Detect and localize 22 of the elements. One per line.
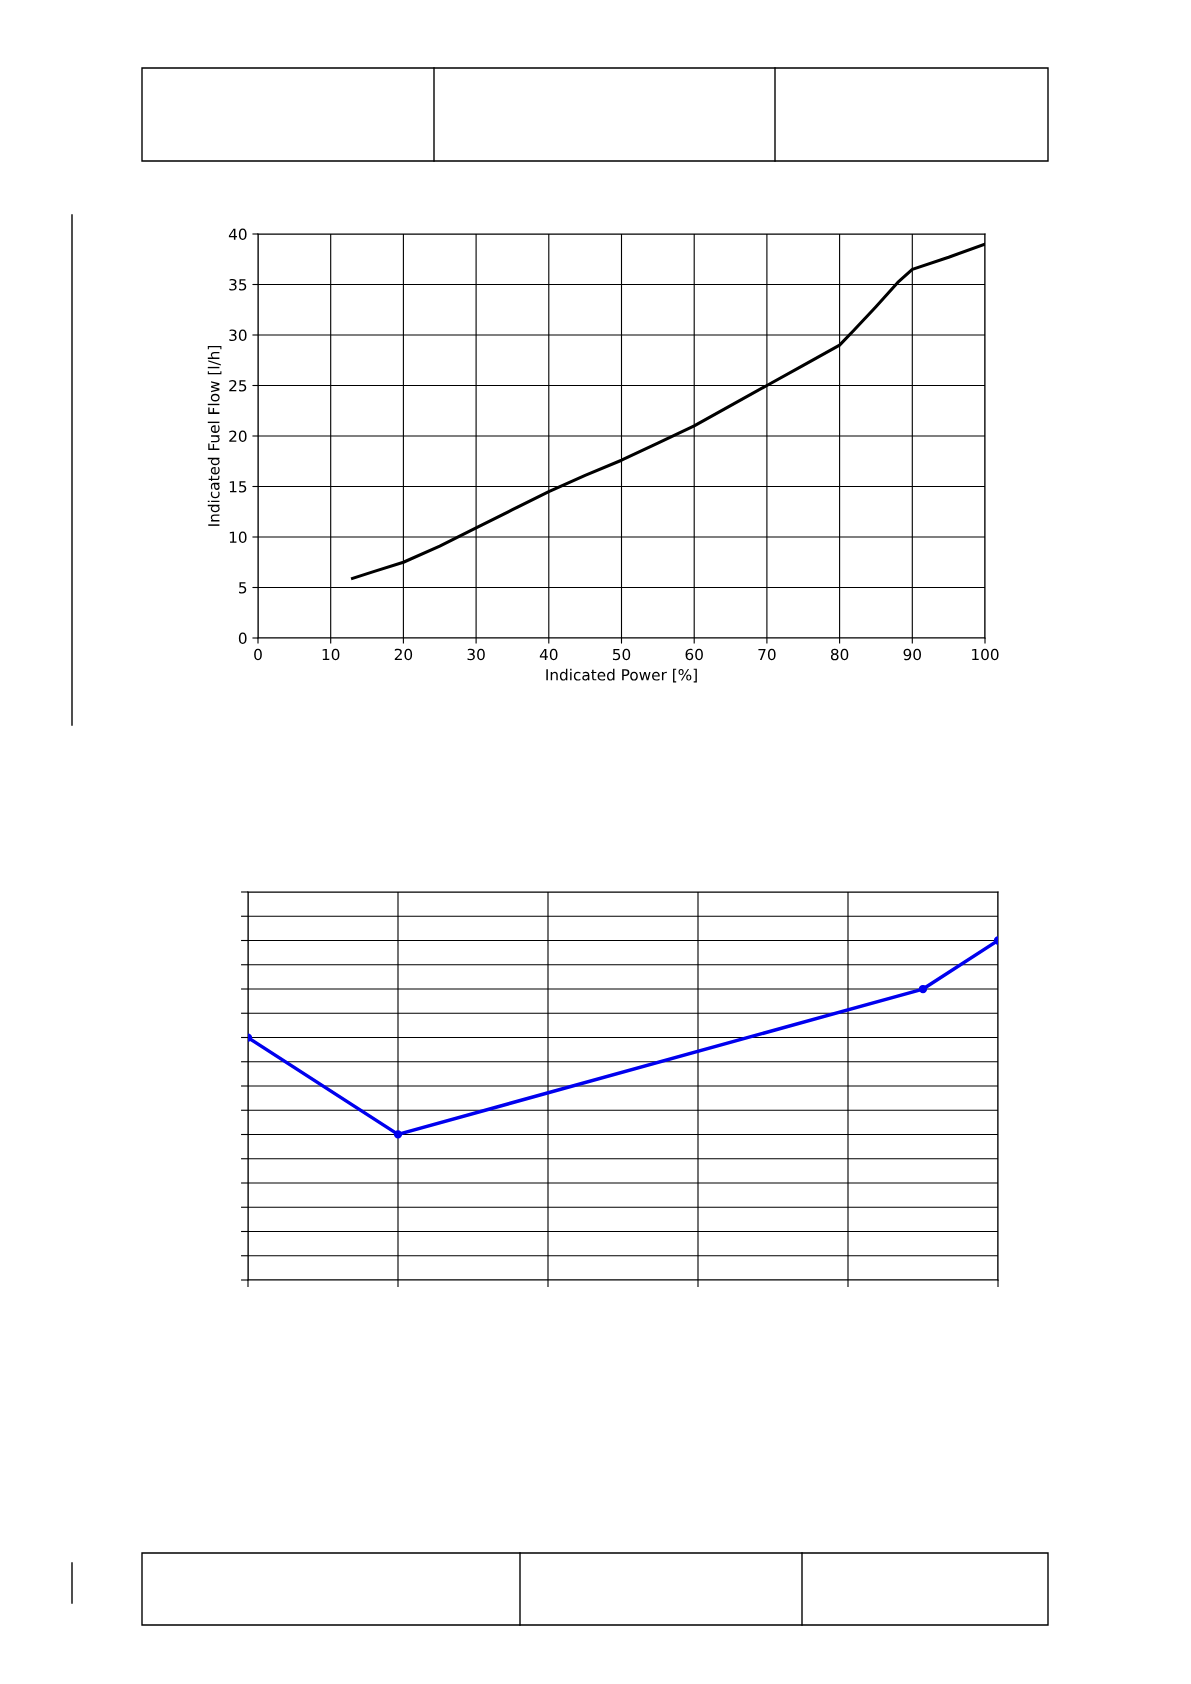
y-tick-label: 10 — [229, 531, 247, 544]
x-tick-label: 20 — [394, 648, 413, 661]
x-tick-label: 40 — [539, 648, 558, 661]
x-tick-label: 70 — [758, 648, 776, 661]
y-tick-label: 5 — [239, 582, 247, 594]
x-tick-label: 100 — [972, 648, 999, 661]
y-tick-label: 0 — [238, 632, 247, 645]
y-axis-title: Indicated Fuel Flow [l/h] — [207, 345, 222, 526]
y-tick-label: 15 — [229, 481, 247, 493]
x-tick-label: 50 — [612, 648, 631, 661]
x-axis-title: Indicated Power [%] — [546, 668, 697, 683]
y-tick-label: 20 — [229, 430, 247, 443]
x-tick-label: 10 — [322, 648, 340, 661]
y-tick-label: 40 — [228, 228, 247, 241]
y-tick-label: 35 — [229, 278, 247, 291]
y-tick-label: 30 — [229, 329, 247, 342]
x-tick-label: 60 — [685, 648, 703, 661]
x-tick-label: 0 — [254, 648, 262, 661]
x-tick-label: 90 — [903, 648, 922, 661]
y-tick-label: 25 — [229, 379, 247, 392]
x-tick-label: 80 — [830, 648, 849, 661]
x-tick-label: 30 — [467, 648, 485, 661]
